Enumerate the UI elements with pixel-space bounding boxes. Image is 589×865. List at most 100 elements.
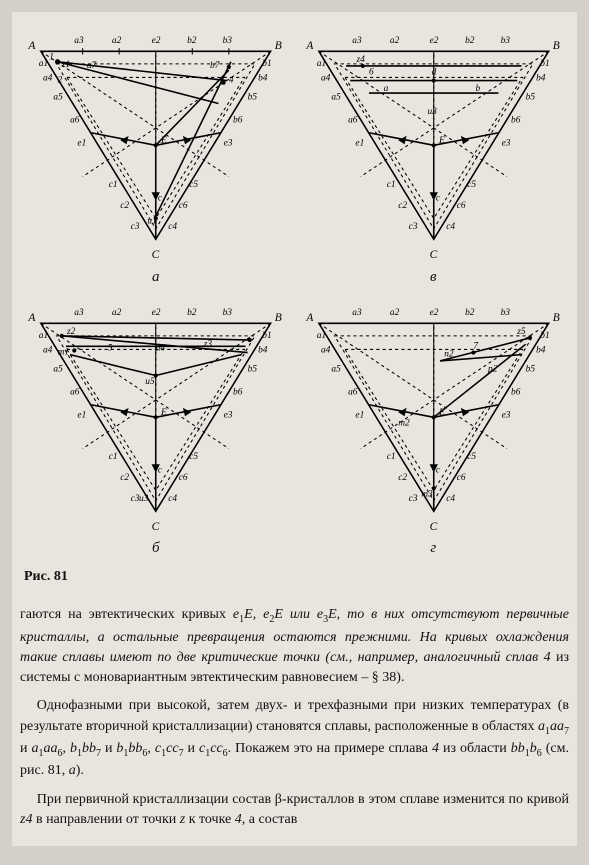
svg-text:C: C — [152, 249, 160, 261]
figure-caption: Рис. 81 — [24, 569, 569, 585]
svg-text:a6: a6 — [70, 387, 80, 397]
svg-text:A: A — [27, 40, 36, 52]
svg-text:a5: a5 — [53, 92, 63, 102]
svg-text:c2: c2 — [398, 473, 407, 483]
svg-text:z5: z5 — [516, 326, 526, 336]
svg-text:e1: e1 — [355, 410, 364, 420]
svg-text:E: E — [437, 136, 444, 146]
triangle-diagram-v: A B C E a3 a2 e2 b2 b3 a1 a4 a5 a6 e1 c1… — [298, 20, 570, 271]
svg-text:a6: a6 — [348, 387, 358, 397]
svg-text:a3: a3 — [352, 308, 362, 318]
svg-text:A: A — [305, 40, 314, 52]
svg-text:A: A — [27, 312, 36, 324]
svg-text:a2: a2 — [112, 308, 122, 318]
svg-text:b1: b1 — [540, 331, 549, 341]
svg-text:e2: e2 — [429, 308, 438, 318]
paragraph-1: гаются на эвтектических кривых e1E, e2E … — [20, 605, 569, 688]
svg-text:a1: a1 — [316, 331, 325, 341]
svg-text:B: B — [552, 40, 559, 52]
triangle-diagram-g: A B C E a3 a2 e2 b2 b3 a1 a4 a5 a6 e1 c1… — [298, 292, 570, 543]
svg-text:b5: b5 — [525, 364, 535, 374]
svg-text:e3: e3 — [501, 410, 510, 420]
svg-text:u3: u3 — [427, 107, 437, 117]
svg-text:c3: c3 — [131, 222, 140, 232]
svg-text:a7: a7 — [87, 61, 98, 71]
svg-text:b3: b3 — [500, 308, 510, 318]
svg-text:B: B — [275, 40, 282, 52]
svg-text:a3: a3 — [74, 36, 84, 46]
svg-text:e2: e2 — [152, 36, 161, 46]
svg-text:c: c — [158, 465, 163, 475]
svg-text:e1: e1 — [77, 138, 86, 148]
svg-text:c6: c6 — [179, 473, 188, 483]
svg-text:b5: b5 — [525, 92, 535, 102]
svg-text:C: C — [152, 521, 160, 533]
svg-text:C: C — [429, 521, 437, 533]
sublabel-a: а — [20, 269, 292, 286]
svg-text:c2: c2 — [120, 473, 129, 483]
triangle-diagram-b: A B C E a3 a2 e2 b2 b3 a1 a4 a5 a6 e1 c1… — [20, 292, 292, 543]
svg-text:u3: u3 — [139, 493, 149, 503]
svg-text:b2: b2 — [465, 36, 475, 46]
body-text: гаются на эвтектических кривых e1E, e2E … — [20, 605, 569, 830]
svg-text:e1: e1 — [355, 138, 364, 148]
subfigure-b: A B C E a3 a2 e2 b2 b3 a1 a4 a5 a6 e1 c1… — [20, 292, 292, 558]
svg-text:2: 2 — [58, 76, 63, 86]
svg-text:c4: c4 — [446, 222, 455, 232]
svg-text:z4: z4 — [355, 55, 365, 65]
svg-text:z2: z2 — [66, 326, 76, 336]
svg-text:b6: b6 — [511, 115, 521, 125]
svg-text:c2: c2 — [120, 201, 129, 211]
svg-text:c1: c1 — [109, 180, 118, 190]
paragraph-3: При первичной кристаллизации состав β-кр… — [20, 790, 569, 831]
svg-text:c4: c4 — [168, 493, 177, 503]
svg-text:u5: u5 — [145, 376, 155, 386]
svg-text:b6: b6 — [233, 387, 243, 397]
svg-text:c6: c6 — [456, 473, 465, 483]
subfigure-g: A B C E a3 a2 e2 b2 b3 a1 a4 a5 a6 e1 c1… — [298, 292, 570, 558]
svg-text:a2: a2 — [389, 308, 399, 318]
sublabel-v: в — [298, 269, 570, 286]
svg-text:b3: b3 — [500, 36, 510, 46]
svg-text:a6: a6 — [70, 115, 80, 125]
svg-text:c5: c5 — [467, 452, 476, 462]
svg-text:5: 5 — [108, 343, 113, 353]
svg-text:a4: a4 — [320, 345, 330, 355]
svg-text:b4: b4 — [258, 74, 268, 84]
svg-text:c3: c3 — [408, 222, 417, 232]
scanned-page: A B C E a3 a2 e2 b2 b3 a1 a4 a5 a6 e1 c1… — [12, 12, 577, 846]
svg-text:c4: c4 — [446, 493, 455, 503]
svg-text:a2: a2 — [112, 36, 122, 46]
svg-text:c: c — [435, 194, 440, 204]
svg-text:d: d — [431, 67, 436, 77]
svg-text:b4: b4 — [258, 345, 268, 355]
svg-text:c4: c4 — [168, 222, 177, 232]
svg-text:a5: a5 — [53, 364, 63, 374]
svg-text:b5: b5 — [248, 92, 258, 102]
svg-text:b7: b7 — [210, 61, 221, 71]
svg-text:b6: b6 — [233, 115, 243, 125]
svg-text:b2: b2 — [465, 308, 475, 318]
svg-text:a4: a4 — [43, 74, 53, 84]
svg-text:A: A — [305, 312, 314, 324]
svg-text:a: a — [383, 84, 388, 94]
svg-text:c5: c5 — [189, 180, 198, 190]
svg-text:p2: p2 — [487, 364, 498, 374]
svg-text:c6: c6 — [456, 201, 465, 211]
svg-text:4: 4 — [229, 76, 234, 86]
svg-text:b3: b3 — [223, 36, 233, 46]
svg-text:m1: m1 — [58, 347, 69, 357]
svg-text:c3: c3 — [408, 493, 417, 503]
svg-text:c5: c5 — [467, 180, 476, 190]
svg-text:b2: b2 — [187, 36, 197, 46]
svg-text:b: b — [475, 84, 480, 94]
svg-text:e2: e2 — [152, 308, 161, 318]
svg-text:a5: a5 — [331, 92, 341, 102]
svg-text:a3: a3 — [352, 36, 362, 46]
svg-text:b2: b2 — [187, 308, 197, 318]
svg-text:E: E — [160, 408, 167, 418]
sublabel-b: б — [20, 540, 292, 557]
svg-text:u1: u1 — [147, 217, 156, 227]
svg-text:a5: a5 — [331, 364, 341, 374]
subfigure-a: A B C E a3 a2 e2 b2 b3 a1 a4 a5 a6 e1 c1… — [20, 20, 292, 286]
